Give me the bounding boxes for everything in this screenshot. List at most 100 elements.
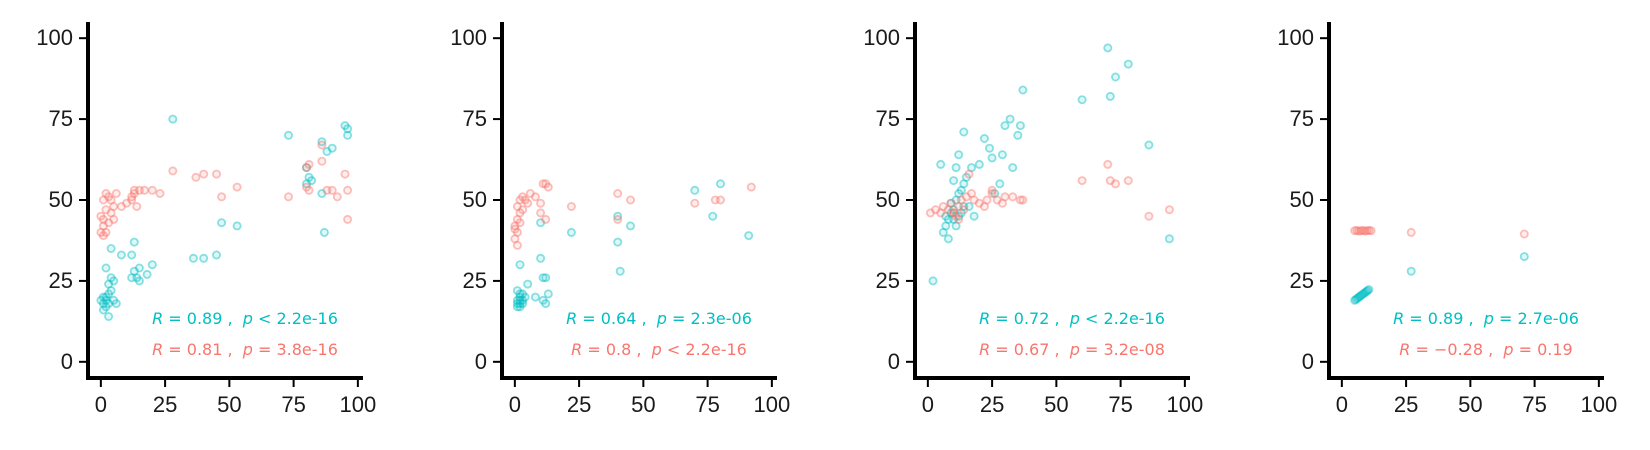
data-point [518, 295, 528, 305]
data-point [301, 179, 311, 189]
data-point [109, 276, 119, 286]
data-point [1352, 225, 1362, 235]
data-point [566, 227, 576, 237]
data-point [98, 214, 108, 224]
data-point [134, 185, 144, 195]
data-point [928, 276, 938, 286]
data-point [538, 295, 548, 305]
data-point [1164, 234, 1174, 244]
data-point [304, 185, 314, 195]
data-point [936, 208, 946, 218]
data-point [1005, 114, 1015, 124]
data-point [96, 211, 106, 221]
y-tick-label: 25 [49, 268, 73, 293]
data-point [512, 295, 522, 305]
stat-value: 0.72 [1014, 309, 1050, 328]
data-point [211, 169, 221, 179]
x-tick-label: 50 [1044, 392, 1068, 417]
stat-symbol: p [1069, 309, 1080, 328]
data-point [343, 214, 353, 224]
correlation-annotation: R = 0.8 , p < 2.2e-16 [571, 340, 747, 359]
data-point [512, 302, 522, 312]
data-point [343, 185, 353, 195]
data-point [997, 150, 1007, 160]
y-tick-label: 25 [876, 268, 900, 293]
stat-value: 2.7e-06 [1517, 309, 1578, 328]
data-point [1356, 226, 1366, 236]
data-point [1366, 226, 1376, 236]
data-point [1363, 286, 1373, 296]
x-tick-label: 75 [695, 392, 719, 417]
stat-separator: , [1049, 309, 1069, 328]
data-point [510, 224, 520, 234]
data-point [1015, 195, 1025, 205]
data-point [949, 208, 959, 218]
data-point [96, 295, 106, 305]
data-point [1103, 43, 1113, 53]
data-point [710, 195, 720, 205]
data-point [931, 205, 941, 215]
stat-value: < 2.2e-16 [667, 340, 747, 359]
data-point [101, 205, 111, 215]
data-point [946, 198, 956, 208]
data-point [946, 208, 956, 218]
y-tick-label: 50 [49, 187, 73, 212]
data-point [1351, 294, 1361, 304]
data-point [951, 221, 961, 231]
data-point [147, 260, 157, 270]
data-point [615, 266, 625, 276]
data-point [1111, 179, 1121, 189]
x-tick-label: 75 [1522, 392, 1546, 417]
data-point [122, 198, 132, 208]
data-point [127, 192, 137, 202]
data-point [317, 137, 327, 147]
data-point [1357, 289, 1367, 299]
scatter-panel-2: 0 25 50 75 100 0 25 50 75 100 R = 0.64 , p = 2.3e-… [450, 22, 790, 417]
data-point [1362, 226, 1372, 236]
stat-symbol: R [979, 309, 990, 328]
data-point [106, 243, 116, 253]
correlation-annotation: R = 0.89 , p < 2.2e-16 [152, 309, 338, 328]
data-point [515, 260, 525, 270]
data-point [690, 198, 700, 208]
data-point [959, 179, 969, 189]
data-point [959, 201, 969, 211]
data-point [1000, 121, 1010, 131]
stat-separator: = [163, 309, 187, 328]
data-point [322, 146, 332, 156]
data-point [992, 195, 1002, 205]
data-point [106, 273, 116, 283]
data-point [232, 182, 242, 192]
data-point [954, 188, 964, 198]
data-point [106, 286, 116, 296]
correlation-annotation: R = 0.64 , p = 2.3e-06 [566, 309, 752, 328]
data-point [987, 188, 997, 198]
x-tick-label: 50 [631, 392, 655, 417]
data-point [515, 299, 525, 309]
x-tick-label: 0 [509, 392, 521, 417]
data-point [1144, 211, 1154, 221]
data-point [132, 201, 142, 211]
data-point [943, 214, 953, 224]
data-point [109, 295, 119, 305]
data-point [147, 185, 157, 195]
data-point [512, 286, 522, 296]
data-point [520, 292, 530, 302]
data-point [541, 179, 551, 189]
data-point [512, 201, 522, 211]
data-point [317, 156, 327, 166]
data-point [1018, 195, 1028, 205]
data-point [1354, 292, 1364, 302]
x-tick-label: 25 [1394, 392, 1418, 417]
stat-value: 3.8e-16 [276, 340, 337, 359]
y-tick-label: 100 [450, 25, 487, 50]
data-point [530, 292, 540, 302]
data-point [217, 218, 227, 228]
data-point [1013, 130, 1023, 140]
data-point [104, 299, 114, 309]
data-point [129, 237, 139, 247]
data-point [515, 295, 525, 305]
correlation-annotation: R = 0.72 , p < 2.2e-16 [979, 309, 1165, 328]
y-tick-label: 100 [863, 25, 900, 50]
data-point [1358, 225, 1368, 235]
